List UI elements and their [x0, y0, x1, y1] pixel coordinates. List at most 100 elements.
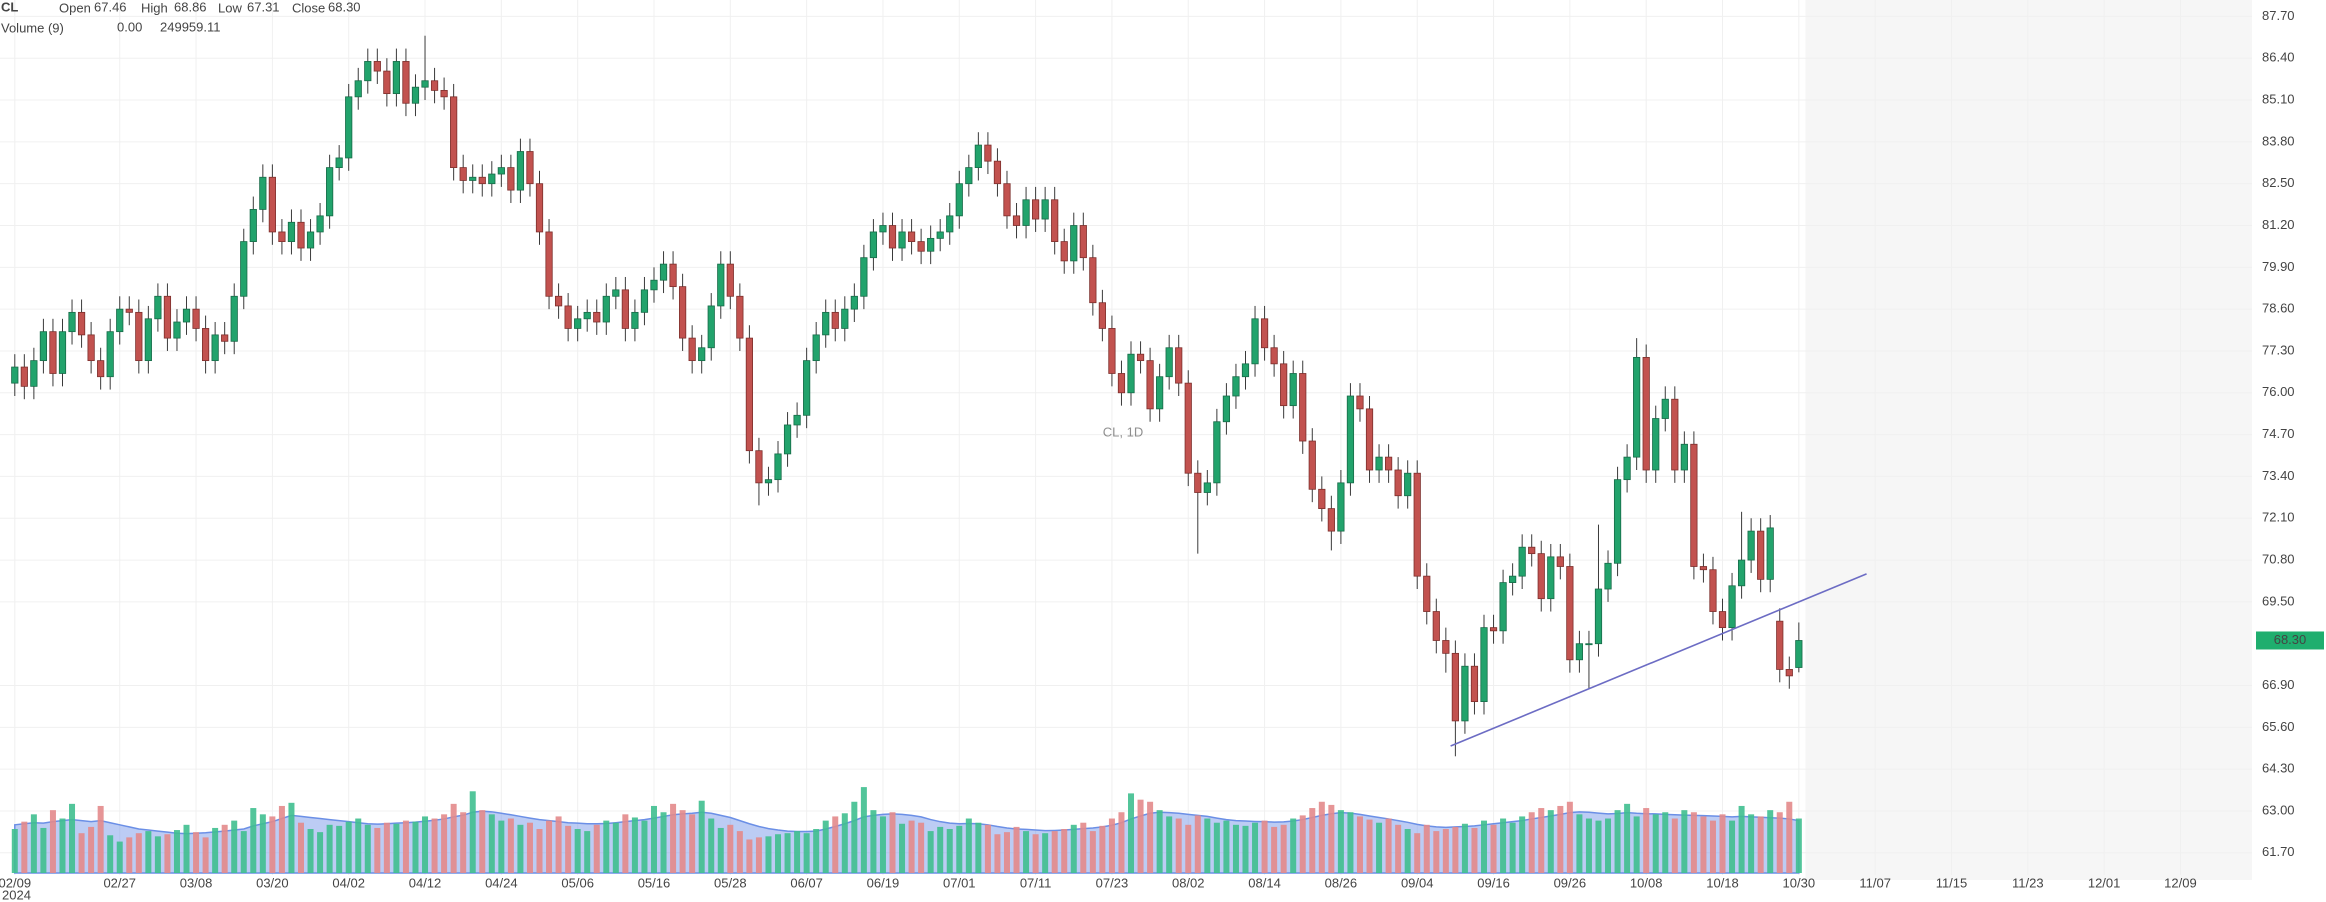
volume-bar	[1309, 808, 1316, 873]
candle-body	[965, 167, 973, 185]
y-tick-label: 73.40	[2262, 468, 2295, 483]
volume-bar	[1204, 818, 1211, 873]
watermark: CL, 1D	[1103, 424, 1143, 439]
candle-body	[1079, 225, 1087, 259]
volume-legend-label: Volume (9)	[1, 20, 64, 35]
candle-body	[1365, 408, 1374, 471]
volume-bar	[193, 832, 200, 873]
candle-body	[1222, 395, 1231, 423]
volume-bar	[908, 820, 915, 873]
candle-body	[698, 347, 706, 362]
year-label: 2024	[2, 887, 31, 902]
volume-bar	[994, 834, 1001, 873]
volume-bar	[1042, 833, 1049, 873]
volume-bar	[1013, 826, 1020, 873]
candle-body	[1747, 530, 1755, 561]
x-tick-label: 12/01	[2088, 875, 2121, 890]
volume-bar	[297, 822, 304, 873]
candle-body	[516, 151, 525, 191]
volume-bar	[1509, 822, 1516, 873]
volume-bar	[1271, 826, 1278, 873]
volume-bar	[860, 787, 867, 873]
volume-bar	[1070, 824, 1077, 873]
legend-value: 67.31	[247, 0, 280, 14]
legend-label: Low	[218, 0, 242, 15]
volume-bar	[240, 831, 247, 873]
candle-body	[564, 305, 572, 329]
candle-body	[20, 366, 28, 387]
volume-bar	[259, 814, 266, 873]
volume-bar	[1776, 812, 1783, 873]
volume-bar	[1700, 816, 1707, 873]
candle-body	[1556, 556, 1564, 567]
candle-body	[1356, 395, 1364, 410]
candle-body	[1423, 575, 1431, 612]
volume-bar	[937, 826, 944, 873]
candle-body	[535, 183, 544, 233]
candle-body	[1604, 562, 1612, 590]
candle-body	[1003, 183, 1011, 217]
y-tick-label: 66.90	[2262, 677, 2295, 692]
candle-body	[898, 231, 906, 249]
candle-body	[1194, 472, 1202, 493]
candle-body	[1346, 395, 1355, 484]
candle-body	[526, 151, 534, 185]
volume-bar	[460, 812, 467, 873]
volume-bar	[1576, 814, 1583, 873]
candle-body	[1012, 215, 1021, 226]
volume-bar	[727, 824, 734, 873]
volume-bar	[1461, 823, 1468, 873]
candle-body	[182, 308, 191, 323]
volume-bar	[1061, 829, 1068, 873]
candle-body	[1671, 398, 1679, 471]
volume-bar	[1404, 829, 1411, 873]
volume-bar	[126, 837, 133, 873]
volume-bar	[1500, 818, 1507, 873]
candle-body	[450, 96, 458, 169]
symbol: CL	[1, 0, 18, 14]
candle-body	[68, 311, 76, 333]
candle-body	[745, 337, 753, 452]
y-tick-label: 63.00	[2262, 802, 2295, 817]
volume-bar	[813, 829, 820, 873]
candle-body	[192, 308, 200, 329]
volume-bar	[536, 829, 543, 873]
candle-body	[917, 241, 925, 252]
candle-body	[1737, 559, 1746, 587]
candle-body	[993, 160, 1002, 185]
y-tick-label: 64.30	[2262, 761, 2295, 776]
volume-bar	[708, 818, 715, 873]
candle-body	[1203, 482, 1211, 493]
candle-body	[688, 337, 696, 362]
volume-bar	[775, 834, 782, 873]
volume-bar	[288, 802, 295, 873]
volume-bar	[918, 822, 925, 873]
volume-bar	[870, 810, 877, 873]
volume-bar	[1709, 820, 1716, 873]
y-tick-label: 61.70	[2262, 844, 2295, 859]
volume-bar	[1290, 818, 1297, 873]
volume-bar	[1385, 818, 1392, 873]
volume-bar	[88, 826, 95, 873]
legend-label: Open	[59, 0, 91, 15]
candle-body	[621, 289, 629, 329]
volume-bar	[822, 820, 829, 873]
candle-body	[1413, 472, 1421, 577]
x-tick-label: 10/18	[1706, 875, 1739, 890]
candle-body	[1270, 347, 1278, 365]
volume-bar	[116, 841, 123, 873]
candle-body	[58, 331, 67, 374]
future-area	[1805, 0, 2252, 880]
volume-bar	[317, 832, 324, 873]
volume-bar	[1356, 816, 1363, 873]
x-tick-label: 05/06	[561, 875, 594, 890]
volume-bar	[1538, 808, 1545, 873]
y-tick-label: 83.80	[2262, 133, 2295, 148]
candle-body	[230, 295, 238, 342]
candle-body	[1661, 398, 1669, 419]
volume-bar	[965, 818, 972, 873]
x-tick-label: 09/16	[1477, 875, 1510, 890]
volume-bar	[1633, 816, 1640, 873]
x-tick-label: 08/26	[1325, 875, 1358, 890]
